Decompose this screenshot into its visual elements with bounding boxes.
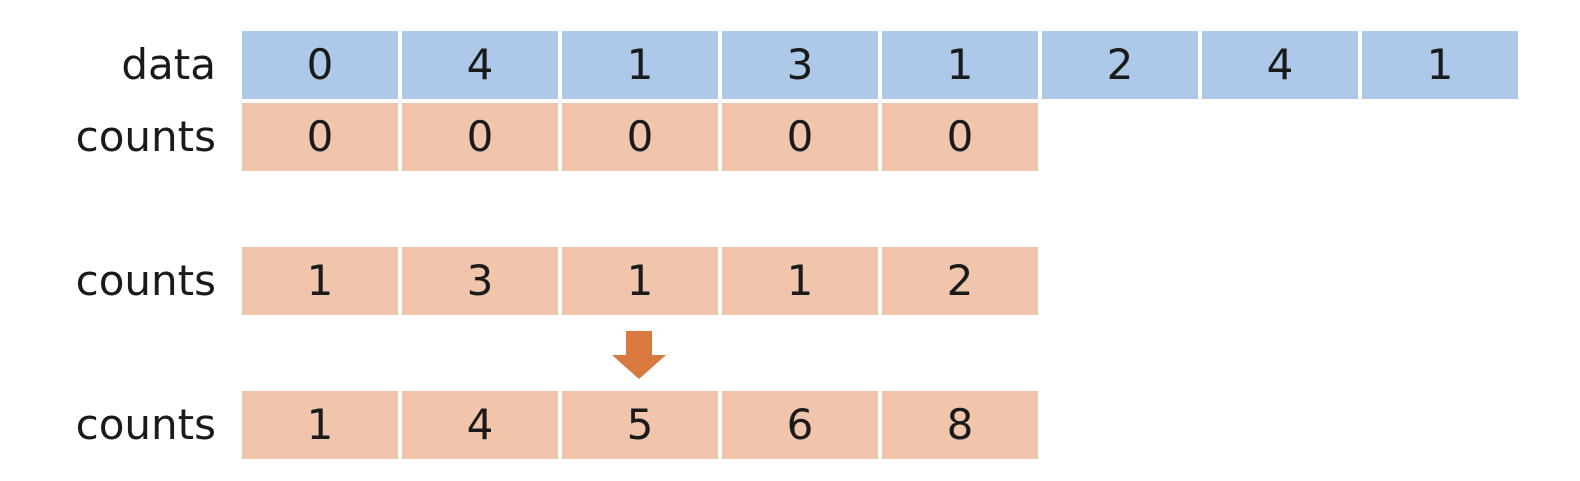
counts-cell-0: 1 — [242, 391, 398, 459]
row-label-counts: counts — [75, 400, 216, 449]
counts-cell-4: 0 — [882, 103, 1038, 171]
counts-cell-2: 1 — [562, 247, 718, 315]
data-cell-6: 4 — [1202, 31, 1358, 99]
counts-cell-1: 4 — [402, 391, 558, 459]
counts-cell-3: 6 — [722, 391, 878, 459]
data-cell-7: 1 — [1362, 31, 1518, 99]
counts-cell-1: 3 — [402, 247, 558, 315]
row-label-counts: counts — [75, 256, 216, 305]
counts-cell-3: 0 — [722, 103, 878, 171]
row-label-data: data — [121, 40, 216, 89]
data-cell-5: 2 — [1042, 31, 1198, 99]
data-cell-2: 1 — [562, 31, 718, 99]
counts-cell-2: 0 — [562, 103, 718, 171]
row-label-counts: counts — [75, 112, 216, 161]
counts-cell-4: 2 — [882, 247, 1038, 315]
data-cell-3: 3 — [722, 31, 878, 99]
data-cell-0: 0 — [242, 31, 398, 99]
counts-cell-0: 1 — [242, 247, 398, 315]
counts-cell-3: 1 — [722, 247, 878, 315]
data-cell-4: 1 — [882, 31, 1038, 99]
counts-cell-0: 0 — [242, 103, 398, 171]
counts-cell-2: 5 — [562, 391, 718, 459]
down-arrow-icon — [612, 331, 666, 379]
counts-cell-4: 8 — [882, 391, 1038, 459]
data-cell-1: 4 — [402, 31, 558, 99]
counts-cell-1: 0 — [402, 103, 558, 171]
